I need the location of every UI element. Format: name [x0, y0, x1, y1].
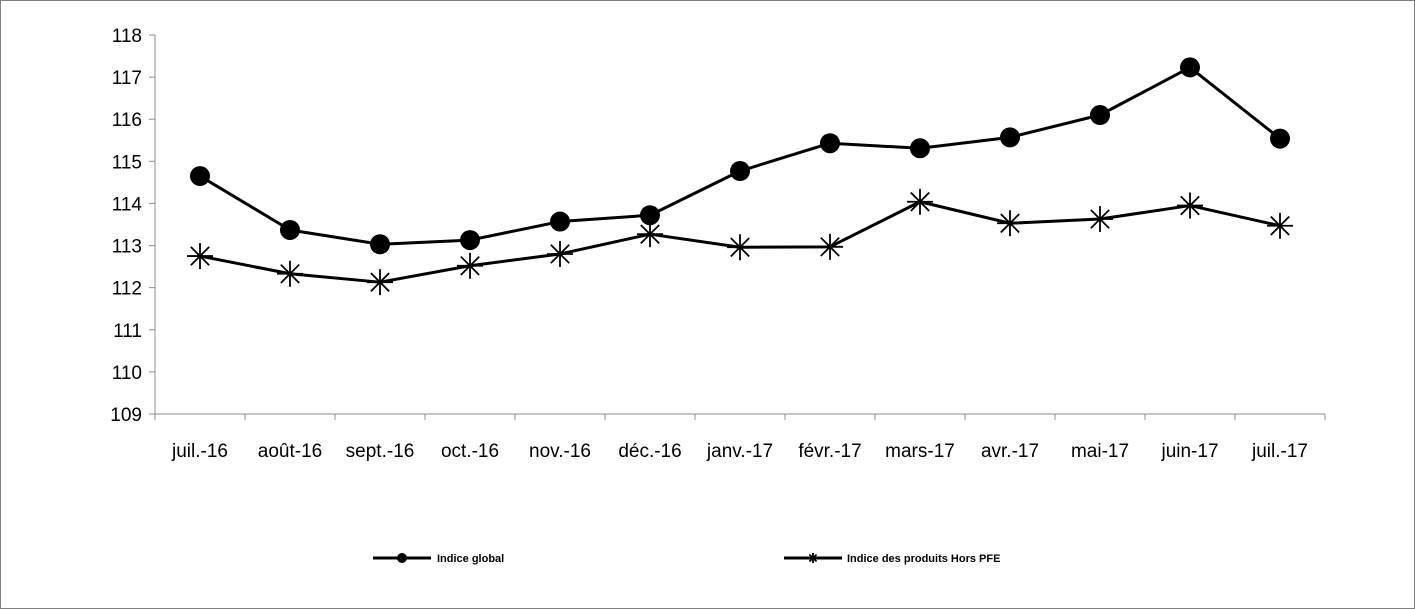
data-point-star — [367, 269, 393, 296]
data-point-star — [457, 252, 483, 279]
x-tick-label: nov.-16 — [529, 441, 591, 462]
legend-marker-star — [808, 553, 818, 563]
data-point-star — [637, 221, 663, 248]
data-point-star — [907, 188, 933, 215]
x-tick-label: mars-17 — [885, 441, 955, 462]
data-point-circle — [1270, 128, 1290, 149]
x-tick-label: juil.-17 — [1251, 441, 1308, 462]
y-axis-ticks: 109 110 111 112 113 114 115 116 117 118 — [110, 26, 155, 426]
y-tick-label: 113 — [112, 237, 142, 258]
data-point-circle — [910, 138, 930, 159]
y-tick-label: 110 — [112, 363, 142, 384]
data-point-star — [547, 240, 573, 267]
data-point-circle — [370, 234, 390, 255]
y-tick-label: 117 — [112, 68, 142, 89]
data-point-star — [1177, 192, 1203, 219]
y-tick-label: 111 — [113, 321, 142, 342]
data-point-star — [1087, 206, 1113, 233]
y-tick-label: 109 — [110, 405, 142, 426]
data-point-star — [817, 233, 843, 260]
x-axis-ticks: juil.-16 août-16 sept.-16 oct.-16 nov.-16 déc… — [154, 414, 1326, 462]
legend-label-indice-global: Indice global — [437, 553, 504, 565]
data-point-circle — [1090, 105, 1110, 126]
axes — [154, 35, 1325, 415]
data-point-star — [187, 243, 213, 270]
data-point-circle — [1000, 127, 1020, 148]
data-point-star — [997, 210, 1023, 237]
series-hors-pfe — [187, 188, 1293, 296]
series-indice-global — [190, 57, 1290, 255]
x-tick-label: avr.-17 — [981, 441, 1039, 462]
x-tick-label: sept.-16 — [346, 441, 415, 462]
y-tick-label: 118 — [112, 26, 142, 47]
data-point-star — [727, 234, 753, 261]
data-point-circle — [190, 166, 210, 187]
legend-item-hors-pfe: Indice des produits Hors PFE — [784, 553, 1000, 565]
legend-star-shape — [808, 553, 818, 563]
data-point-circle — [1180, 57, 1200, 78]
y-tick-label: 112 — [112, 279, 142, 300]
x-tick-label: juin-17 — [1160, 441, 1218, 462]
x-tick-label: janv.-17 — [706, 441, 773, 462]
data-point-star — [277, 260, 303, 287]
data-point-circle — [640, 205, 660, 226]
legend-item-indice-global: Indice global — [373, 553, 504, 565]
data-point-circle — [550, 211, 570, 232]
x-tick-label: oct.-16 — [441, 441, 499, 462]
data-point-circle — [460, 230, 480, 251]
y-tick-label: 116 — [112, 110, 142, 131]
data-point-circle — [820, 133, 840, 154]
y-tick-label: 114 — [112, 194, 143, 215]
x-tick-label: juil.-16 — [171, 441, 228, 462]
y-tick-label: 115 — [112, 152, 142, 173]
data-point-star — [1267, 212, 1293, 239]
series-group — [187, 57, 1293, 296]
legend-marker-circle — [397, 553, 407, 563]
x-tick-label: févr.-17 — [798, 441, 861, 462]
x-tick-label: déc.-16 — [618, 441, 681, 462]
legend-label-hors-pfe: Indice des produits Hors PFE — [847, 553, 1000, 565]
data-point-circle — [730, 161, 750, 182]
data-point-circle — [280, 219, 300, 240]
x-tick-label: août-16 — [258, 441, 322, 462]
x-tick-label: mai-17 — [1071, 441, 1129, 462]
legend: Indice global Indice des produits Hors P… — [373, 553, 1000, 565]
